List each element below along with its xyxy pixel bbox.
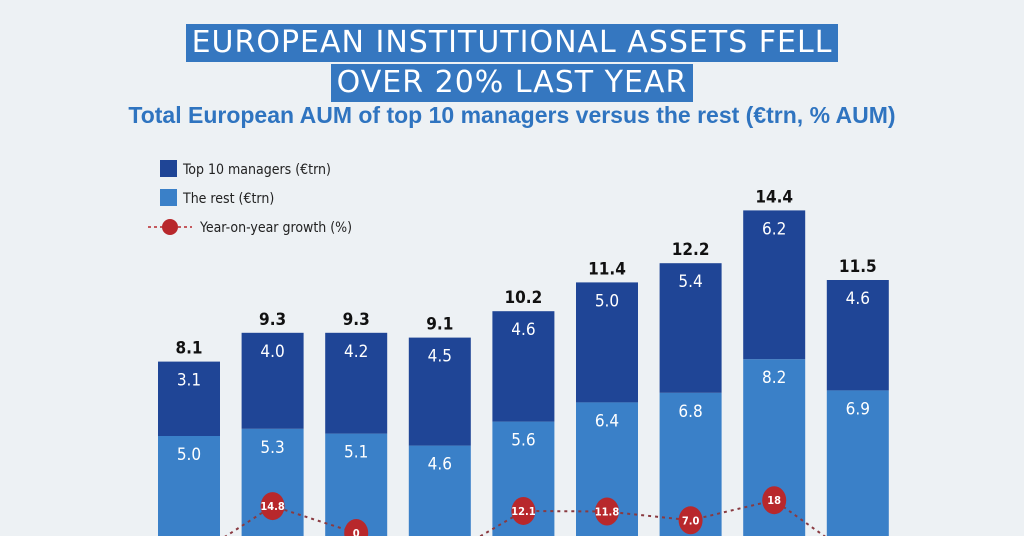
- bar-top10: [241, 332, 304, 429]
- bar-top10: [408, 337, 471, 446]
- bar-rest: [325, 433, 388, 536]
- growth-marker: [762, 486, 787, 515]
- legend-swatch-top10: [160, 160, 177, 177]
- bar-rest: [826, 390, 889, 536]
- bar-rest: [158, 436, 220, 536]
- legend: Top 10 managers (€trn) The rest (€trn) Y…: [148, 160, 352, 236]
- label-top10: 6.2: [762, 219, 786, 239]
- label-rest: 8.2: [762, 368, 786, 388]
- legend-label-rest: The rest (€trn): [182, 191, 274, 207]
- label-rest: 5.0: [177, 445, 201, 465]
- growth-marker: [344, 519, 369, 536]
- label-top10: 5.0: [595, 291, 619, 311]
- growth-label: 14.8: [260, 500, 285, 513]
- title-line-2: OVER 20% LAST YEAR: [0, 64, 1024, 102]
- label-top10: 4.6: [846, 289, 870, 309]
- label-rest: 5.1: [344, 443, 368, 463]
- label-top10: 4.6: [511, 320, 535, 340]
- label-rest: 6.4: [595, 411, 619, 431]
- label-rest: 6.9: [846, 399, 870, 419]
- label-top10: 4.2: [344, 342, 368, 362]
- growth-label: 0: [353, 527, 360, 536]
- legend-marker-growth: [162, 219, 178, 235]
- growth-marker: [260, 492, 285, 521]
- label-total: 14.4: [755, 187, 793, 207]
- growth-marker: [595, 497, 619, 526]
- label-total: 11.4: [588, 259, 626, 279]
- label-rest: 6.8: [678, 402, 702, 422]
- legend-swatch-rest: [160, 189, 177, 206]
- label-total: 9.1: [426, 315, 453, 335]
- title-text: EUROPEAN INSTITUTIONAL ASSETS FELL: [185, 24, 839, 62]
- label-top10: 5.4: [678, 272, 702, 292]
- title-line-1: EUROPEAN INSTITUTIONAL ASSETS FELL: [0, 24, 1024, 62]
- label-total: 11.5: [839, 257, 877, 277]
- bar-top10: [492, 311, 555, 422]
- bar-top10: [158, 361, 220, 436]
- growth-label: 7.0: [682, 514, 700, 527]
- label-total: 10.2: [505, 288, 543, 308]
- legend-label-growth: Year-on-year growth (%): [199, 220, 352, 236]
- label-top10: 3.1: [177, 371, 201, 391]
- bar-top10: [826, 280, 889, 391]
- label-total: 8.1: [175, 339, 202, 359]
- bar-top10: [325, 332, 388, 434]
- growth-label: 12.1: [511, 505, 536, 518]
- growth-marker: [678, 506, 703, 535]
- label-rest: 4.6: [428, 455, 452, 475]
- title-text: OVER 20% LAST YEAR: [330, 64, 694, 102]
- bar-top10: [743, 210, 806, 360]
- label-total: 9.3: [259, 310, 286, 330]
- bar-top10: [659, 263, 722, 393]
- subtitle: Total European AUM of top 10 managers ve…: [128, 102, 896, 128]
- growth-label: 11.8: [595, 506, 620, 519]
- label-total: 12.2: [672, 240, 710, 260]
- label-top10: 4.5: [428, 347, 452, 367]
- growth-marker: [511, 496, 536, 525]
- label-top10: 4.0: [260, 342, 284, 362]
- bar-top10: [576, 282, 638, 403]
- label-total: 9.3: [343, 310, 370, 330]
- legend-label-top10: Top 10 managers (€trn): [182, 162, 331, 178]
- label-rest: 5.6: [511, 431, 535, 451]
- bar-rest: [408, 445, 471, 536]
- label-rest: 5.3: [260, 438, 284, 458]
- growth-label: 18: [767, 494, 781, 507]
